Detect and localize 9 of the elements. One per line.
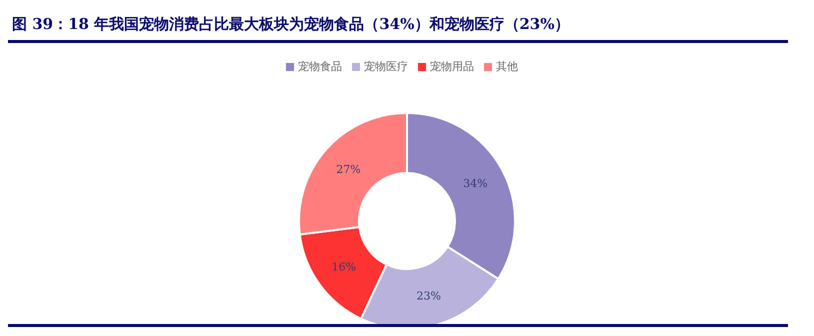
data-label: 27% [336,162,361,176]
legend-label: 宠物用品 [430,60,474,73]
chart-title: 图 39：18 年我国宠物消费占比最大板块为宠物食品（34%）和宠物医疗（23%） [11,14,570,35]
legend-label: 宠物食品 [298,60,342,73]
legend-label: 宠物医疗 [364,60,408,73]
data-label: 23% [416,289,441,302]
data-label: 16% [332,260,356,274]
legend-label: 其他 [496,60,518,73]
data-label: 34% [463,176,488,190]
